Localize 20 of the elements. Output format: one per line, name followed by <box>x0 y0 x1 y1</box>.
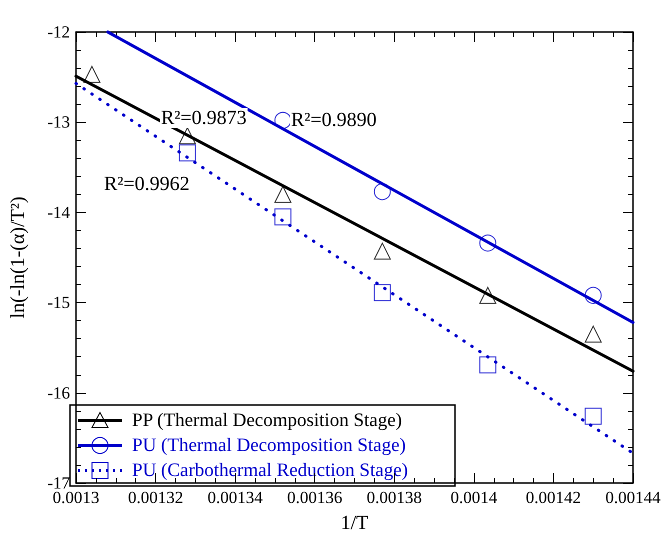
y-tick-label: -13 <box>47 112 70 132</box>
y-tick-label: -14 <box>47 202 70 222</box>
legend-label: PU (Carbothermal Reduction Stage) <box>132 460 408 481</box>
annotation: R²=0.9873 <box>161 107 247 129</box>
x-tick-label: 0.0014 <box>450 488 498 507</box>
x-axis-title: 1/T <box>340 512 368 534</box>
legend-label: PU (Thermal Decomposition Stage) <box>132 435 406 456</box>
y-axis-title: ln(-ln(1-(α)/T²) <box>7 196 29 318</box>
y-tick-label: -16 <box>47 383 70 402</box>
y-tick-label: -12 <box>47 22 70 42</box>
annotation: R²=0.9890 <box>291 109 377 131</box>
x-tick-label: 0.00132 <box>128 488 184 507</box>
y-tick-label: -15 <box>47 293 70 312</box>
annotation: R²=0.9962 <box>104 173 190 195</box>
x-tick-label: 0.00138 <box>366 488 422 507</box>
legend-label: PP (Thermal Decomposition Stage) <box>132 410 402 431</box>
x-tick-label: 0.00136 <box>287 488 342 507</box>
x-tick-label: 0.00134 <box>208 488 264 507</box>
x-tick-label: 0.00144 <box>605 488 662 507</box>
x-tick-label: 0.00142 <box>526 488 582 507</box>
